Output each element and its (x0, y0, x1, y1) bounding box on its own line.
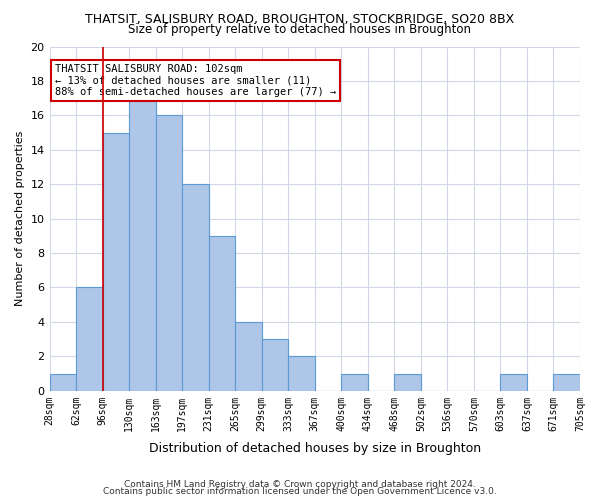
Text: Contains HM Land Registry data © Crown copyright and database right 2024.: Contains HM Land Registry data © Crown c… (124, 480, 476, 489)
Bar (209, 236, 235, 391)
X-axis label: Distribution of detached houses by size in Broughton: Distribution of detached houses by size … (149, 442, 481, 455)
Bar (235, 322, 262, 391)
Bar (262, 339, 288, 391)
Bar (103, 132, 129, 391)
Text: THATSIT SALISBURY ROAD: 102sqm
← 13% of detached houses are smaller (11)
88% of : THATSIT SALISBURY ROAD: 102sqm ← 13% of … (55, 64, 336, 97)
Bar (155, 116, 182, 391)
Text: Contains public sector information licensed under the Open Government Licence v3: Contains public sector information licen… (103, 487, 497, 496)
Bar (500, 374, 527, 391)
Bar (182, 184, 209, 391)
Bar (394, 374, 421, 391)
Bar (50, 374, 76, 391)
Bar (553, 374, 580, 391)
Bar (341, 374, 368, 391)
Text: Size of property relative to detached houses in Broughton: Size of property relative to detached ho… (128, 22, 472, 36)
Bar (288, 356, 315, 391)
Bar (76, 288, 103, 391)
Bar (129, 98, 155, 391)
Y-axis label: Number of detached properties: Number of detached properties (15, 131, 25, 306)
Text: THATSIT, SALISBURY ROAD, BROUGHTON, STOCKBRIDGE, SO20 8BX: THATSIT, SALISBURY ROAD, BROUGHTON, STOC… (85, 12, 515, 26)
